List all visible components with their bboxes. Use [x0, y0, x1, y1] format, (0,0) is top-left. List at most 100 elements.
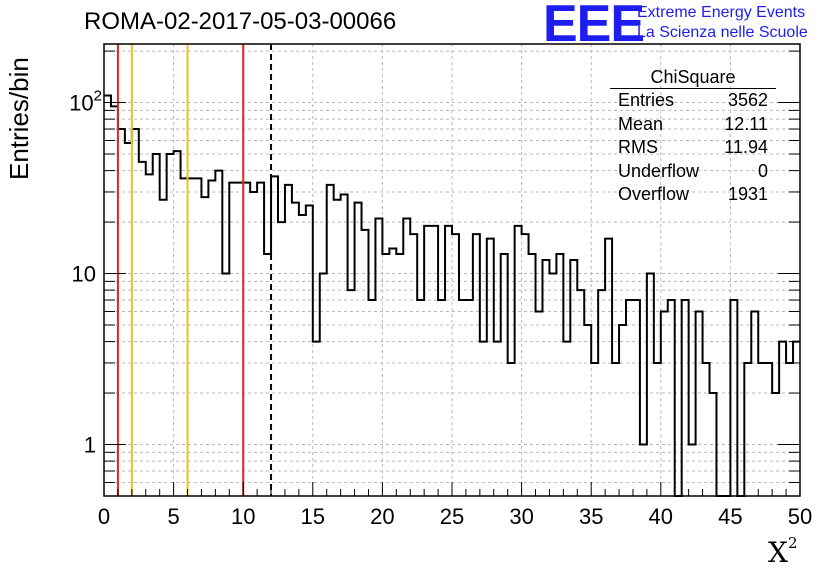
histogram-bin: [661, 311, 668, 496]
histogram-bin: [765, 363, 772, 496]
histogram-bin: [494, 342, 501, 496]
logo-line-1: Extreme Energy Events: [637, 4, 806, 21]
histogram-bin: [250, 192, 257, 496]
histogram-bin: [188, 178, 195, 496]
histogram-bin: [320, 274, 327, 496]
histogram-bin: [424, 226, 431, 496]
histogram-bin: [466, 300, 473, 496]
stats-row-overflow: Overflow 1931: [610, 183, 776, 207]
histogram-bin: [104, 95, 111, 496]
histogram-bin: [229, 183, 236, 496]
histogram-bin: [619, 325, 626, 496]
histogram-bin: [591, 363, 598, 496]
histogram-bin: [181, 178, 188, 496]
histogram-bin: [668, 300, 675, 496]
x-tick-label: 15: [301, 504, 325, 529]
histogram-bin: [605, 239, 612, 496]
histogram-bin: [459, 300, 466, 496]
histogram-bin: [654, 363, 661, 496]
x-axis-label: X2: [768, 534, 797, 569]
histogram-bin: [779, 342, 786, 496]
histogram-bin: [612, 363, 619, 496]
stats-row-underflow: Underflow 0: [610, 160, 776, 184]
x-axis-label-base: X: [768, 536, 788, 569]
x-tick-label: 45: [718, 504, 742, 529]
stats-label: Underflow: [618, 160, 700, 181]
histogram-bin: [285, 185, 292, 496]
stats-row-mean: Mean 12.11: [610, 113, 776, 137]
stats-row-entries: Entries 3562: [610, 89, 776, 113]
stats-label: Entries: [618, 90, 675, 110]
x-tick-label: 10: [231, 504, 255, 529]
histogram-bin: [334, 200, 341, 496]
histogram-bin: [417, 300, 424, 496]
histogram-bin: [201, 197, 208, 496]
histogram-bin: [584, 325, 591, 496]
stats-row-rms: RMS 11.94: [610, 136, 776, 160]
grid-lines: [104, 44, 800, 497]
histogram-bin: [341, 194, 348, 496]
histogram-bin: [751, 311, 758, 496]
histogram-bin: [368, 300, 375, 496]
histogram-bin: [633, 300, 640, 496]
histogram-bin: [445, 226, 452, 496]
y-tick-label: 1: [84, 433, 96, 458]
histogram-bin: [243, 183, 250, 496]
histogram-bars: [104, 94, 800, 497]
x-tick-label: 25: [440, 504, 464, 529]
histogram-bin: [236, 183, 243, 496]
histogram-bin: [146, 174, 153, 496]
y-tick-label: 10: [72, 262, 96, 287]
stats-value: 12.11: [724, 113, 768, 134]
histogram-bin: [278, 222, 285, 496]
histogram-bin: [536, 311, 543, 496]
x-tick-label: 30: [509, 504, 533, 529]
y-tick-label: 102: [69, 88, 102, 116]
x-tick-label: 40: [649, 504, 673, 529]
plot-title: ROMA-02-2017-05-03-00066: [84, 8, 397, 35]
histogram-bin: [111, 106, 118, 496]
histogram-bin: [793, 342, 800, 496]
histogram-bin: [730, 300, 737, 496]
histogram-bin: [487, 239, 494, 496]
histogram-bin: [549, 274, 556, 496]
logo-line-2: La Scienza nelle Scuole: [637, 24, 808, 41]
stats-value: 11.94: [724, 137, 768, 157]
histogram-bin: [389, 249, 396, 496]
axis-ticks: [103, 50, 801, 497]
x-tick-label: 50: [788, 504, 812, 529]
stats-label: RMS: [618, 137, 658, 157]
histogram-bin: [299, 215, 306, 496]
histogram-bin: [313, 342, 320, 496]
histogram-bin: [194, 178, 201, 496]
x-tick-label: 5: [167, 504, 179, 529]
histogram-bin: [403, 218, 410, 496]
histogram-bin: [431, 226, 438, 496]
histogram-bin: [125, 143, 132, 496]
histogram-bin: [132, 129, 139, 496]
histogram-bin: [139, 162, 146, 496]
stats-box: ChiSquare Entries 3562 Mean 12.11 RMS 11…: [610, 66, 776, 207]
histogram-bin: [786, 363, 793, 496]
histogram-bin: [744, 363, 751, 496]
stats-value: 0: [757, 160, 768, 181]
x-tick-label: 20: [370, 504, 394, 529]
histogram-bin: [515, 226, 522, 496]
histogram-bin: [271, 176, 278, 496]
y-axis-label: Entries/bin: [4, 57, 34, 180]
histogram-bin: [257, 183, 264, 496]
histogram-bin: [222, 274, 229, 496]
histogram-outline: [104, 94, 800, 497]
histogram-bin: [647, 274, 654, 496]
stats-title: ChiSquare: [610, 66, 776, 89]
histogram-bin: [696, 311, 703, 496]
histogram-bin: [508, 363, 515, 496]
histogram-bin: [215, 171, 222, 496]
histogram-bin: [626, 300, 633, 496]
histogram-bin: [703, 363, 710, 496]
histogram-bin: [563, 342, 570, 496]
x-tick-label: 0: [98, 504, 110, 529]
histogram-bin: [758, 363, 765, 496]
histogram-bin: [327, 185, 334, 496]
